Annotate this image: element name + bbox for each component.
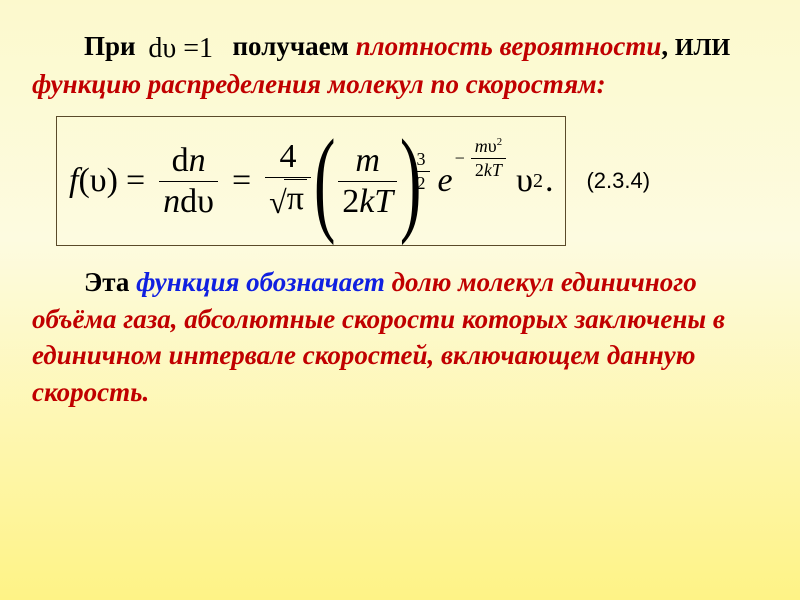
formula-row: f (υ) = dn ndυ = 4 √π ( m 2kT ): [56, 116, 768, 246]
v-squared: υ2: [516, 162, 543, 200]
frac-4-sqrtpi: 4 √π: [265, 138, 311, 224]
term-distribution: функцию распределения молекул по скорост…: [32, 69, 606, 99]
intro-paragraph: При dυ =1 получаем плотность вероятности…: [32, 28, 768, 102]
equation-number: (2.3.4): [586, 168, 650, 194]
exponent: − mυ2 2kT: [455, 136, 512, 181]
sep: ,: [661, 31, 675, 61]
after-cond: получаем: [233, 31, 356, 61]
explanation-paragraph: Эта функция обозначает долю молекул един…: [32, 264, 768, 410]
condition-expr: dυ =1: [142, 33, 219, 64]
lead-word: При: [84, 31, 136, 61]
term-density: плотность вероятности: [356, 31, 662, 61]
blue-phrase: функция обозначает: [136, 267, 385, 297]
maxwell-formula: f (υ) = dn ndυ = 4 √π ( m 2kT ): [69, 121, 553, 241]
frac-dn-ndv: dn ndυ: [159, 142, 218, 221]
lead2: Эта: [84, 267, 136, 297]
or-word: ИЛИ: [675, 35, 730, 61]
formula-box: f (υ) = dn ndυ = 4 √π ( m 2kT ): [56, 116, 566, 246]
paren-m-2kT: ( m 2kT ): [317, 137, 419, 226]
